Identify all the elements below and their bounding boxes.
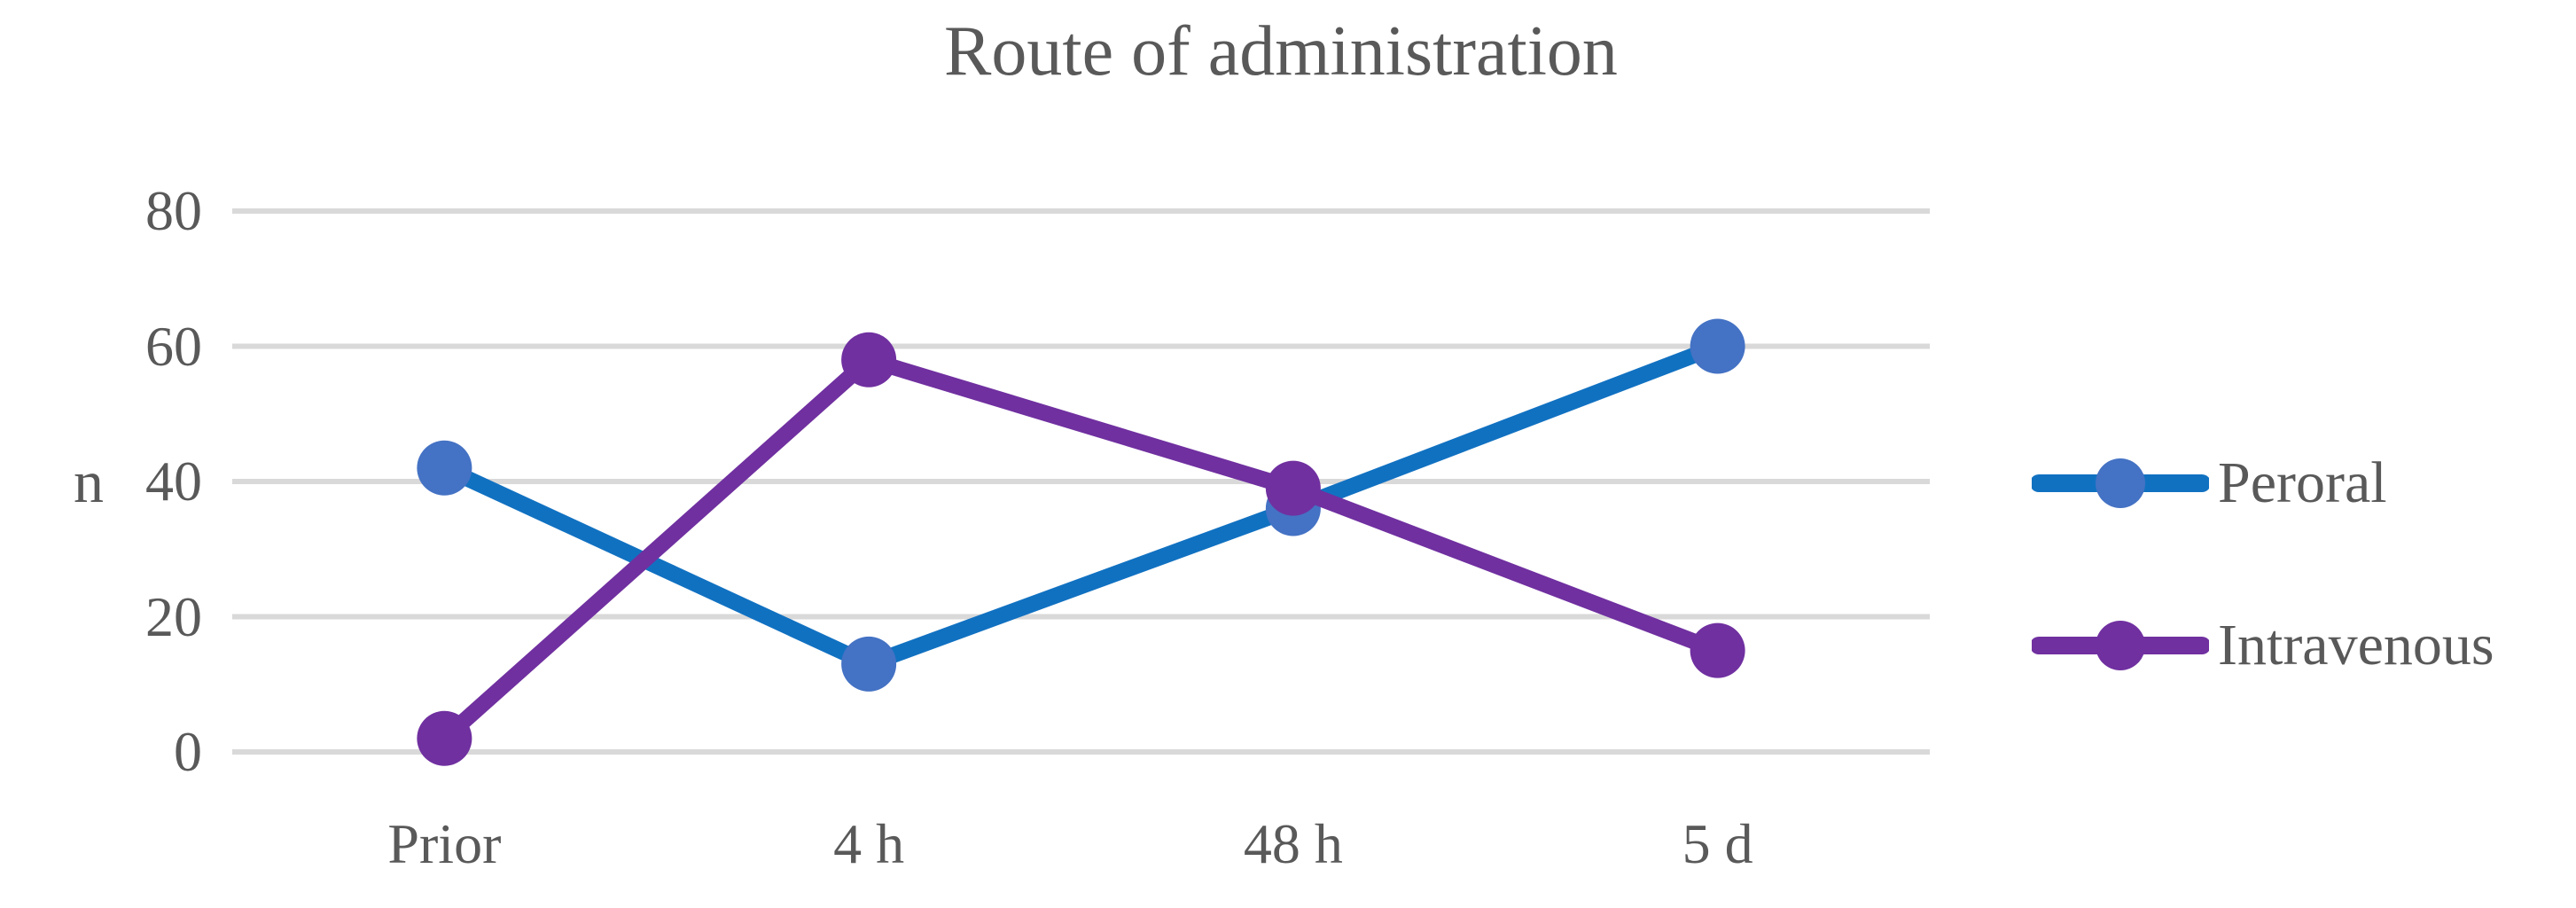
y-tick-label: 0: [174, 720, 202, 783]
data-point-marker-intravenous: [841, 332, 897, 387]
y-tick-label: 40: [145, 450, 202, 513]
data-point-marker-intravenous: [1690, 622, 1745, 678]
data-point-marker-intravenous: [417, 710, 472, 766]
legend-swatch-icon: [2032, 621, 2209, 670]
series-line-peroral: [436, 338, 1726, 672]
x-axis-label: 48 h: [1243, 812, 1343, 875]
y-tick-label: 20: [145, 584, 202, 648]
x-axis-label: 4 h: [833, 812, 905, 875]
y-axis-title: n: [74, 448, 104, 515]
legend-item-intravenous: Intravenous: [2032, 610, 2494, 681]
y-tick-label: 60: [145, 314, 202, 378]
data-point-marker-peroral: [1690, 318, 1745, 374]
chart-title: Route of administration: [944, 12, 1618, 90]
series-line-intravenous: [436, 351, 1726, 747]
legend-label: Peroral: [2218, 450, 2387, 515]
x-axis-label: Prior: [387, 812, 502, 875]
legend-item-peroral: Peroral: [2032, 448, 2387, 519]
legend-label: Intravenous: [2218, 613, 2494, 677]
data-point-marker-peroral: [417, 440, 472, 496]
data-point-marker-intravenous: [1265, 460, 1321, 516]
legend-swatch-icon: [2032, 458, 2209, 508]
data-point-marker-peroral: [841, 636, 897, 692]
x-axis-label: 5 d: [1682, 812, 1753, 875]
y-tick-label: 80: [145, 179, 202, 242]
